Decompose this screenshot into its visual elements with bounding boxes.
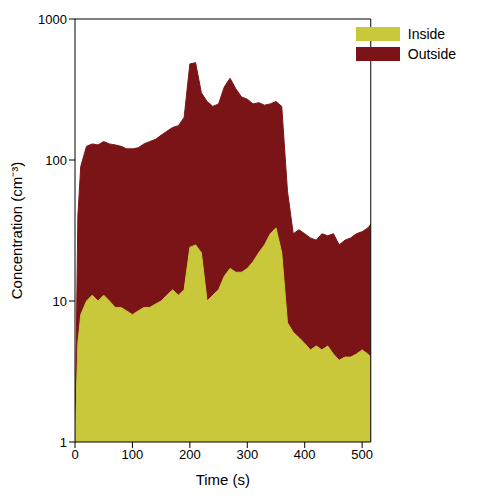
svg-text:500: 500	[351, 447, 373, 462]
svg-text:Concentration (cm⁻³): Concentration (cm⁻³)	[8, 162, 25, 300]
svg-text:0: 0	[71, 447, 78, 462]
svg-text:300: 300	[236, 447, 258, 462]
svg-text:1: 1	[60, 435, 67, 450]
svg-text:1000: 1000	[38, 12, 67, 27]
svg-text:100: 100	[122, 447, 144, 462]
svg-text:100: 100	[45, 153, 67, 168]
svg-text:10: 10	[53, 294, 67, 309]
html-text:Inside: Inside	[407, 26, 446, 42]
svg-text:Time (s): Time (s)	[196, 471, 250, 488]
html-text:Outside: Outside	[407, 46, 456, 62]
svg-text:200: 200	[179, 447, 201, 462]
svg-text:400: 400	[294, 447, 316, 462]
